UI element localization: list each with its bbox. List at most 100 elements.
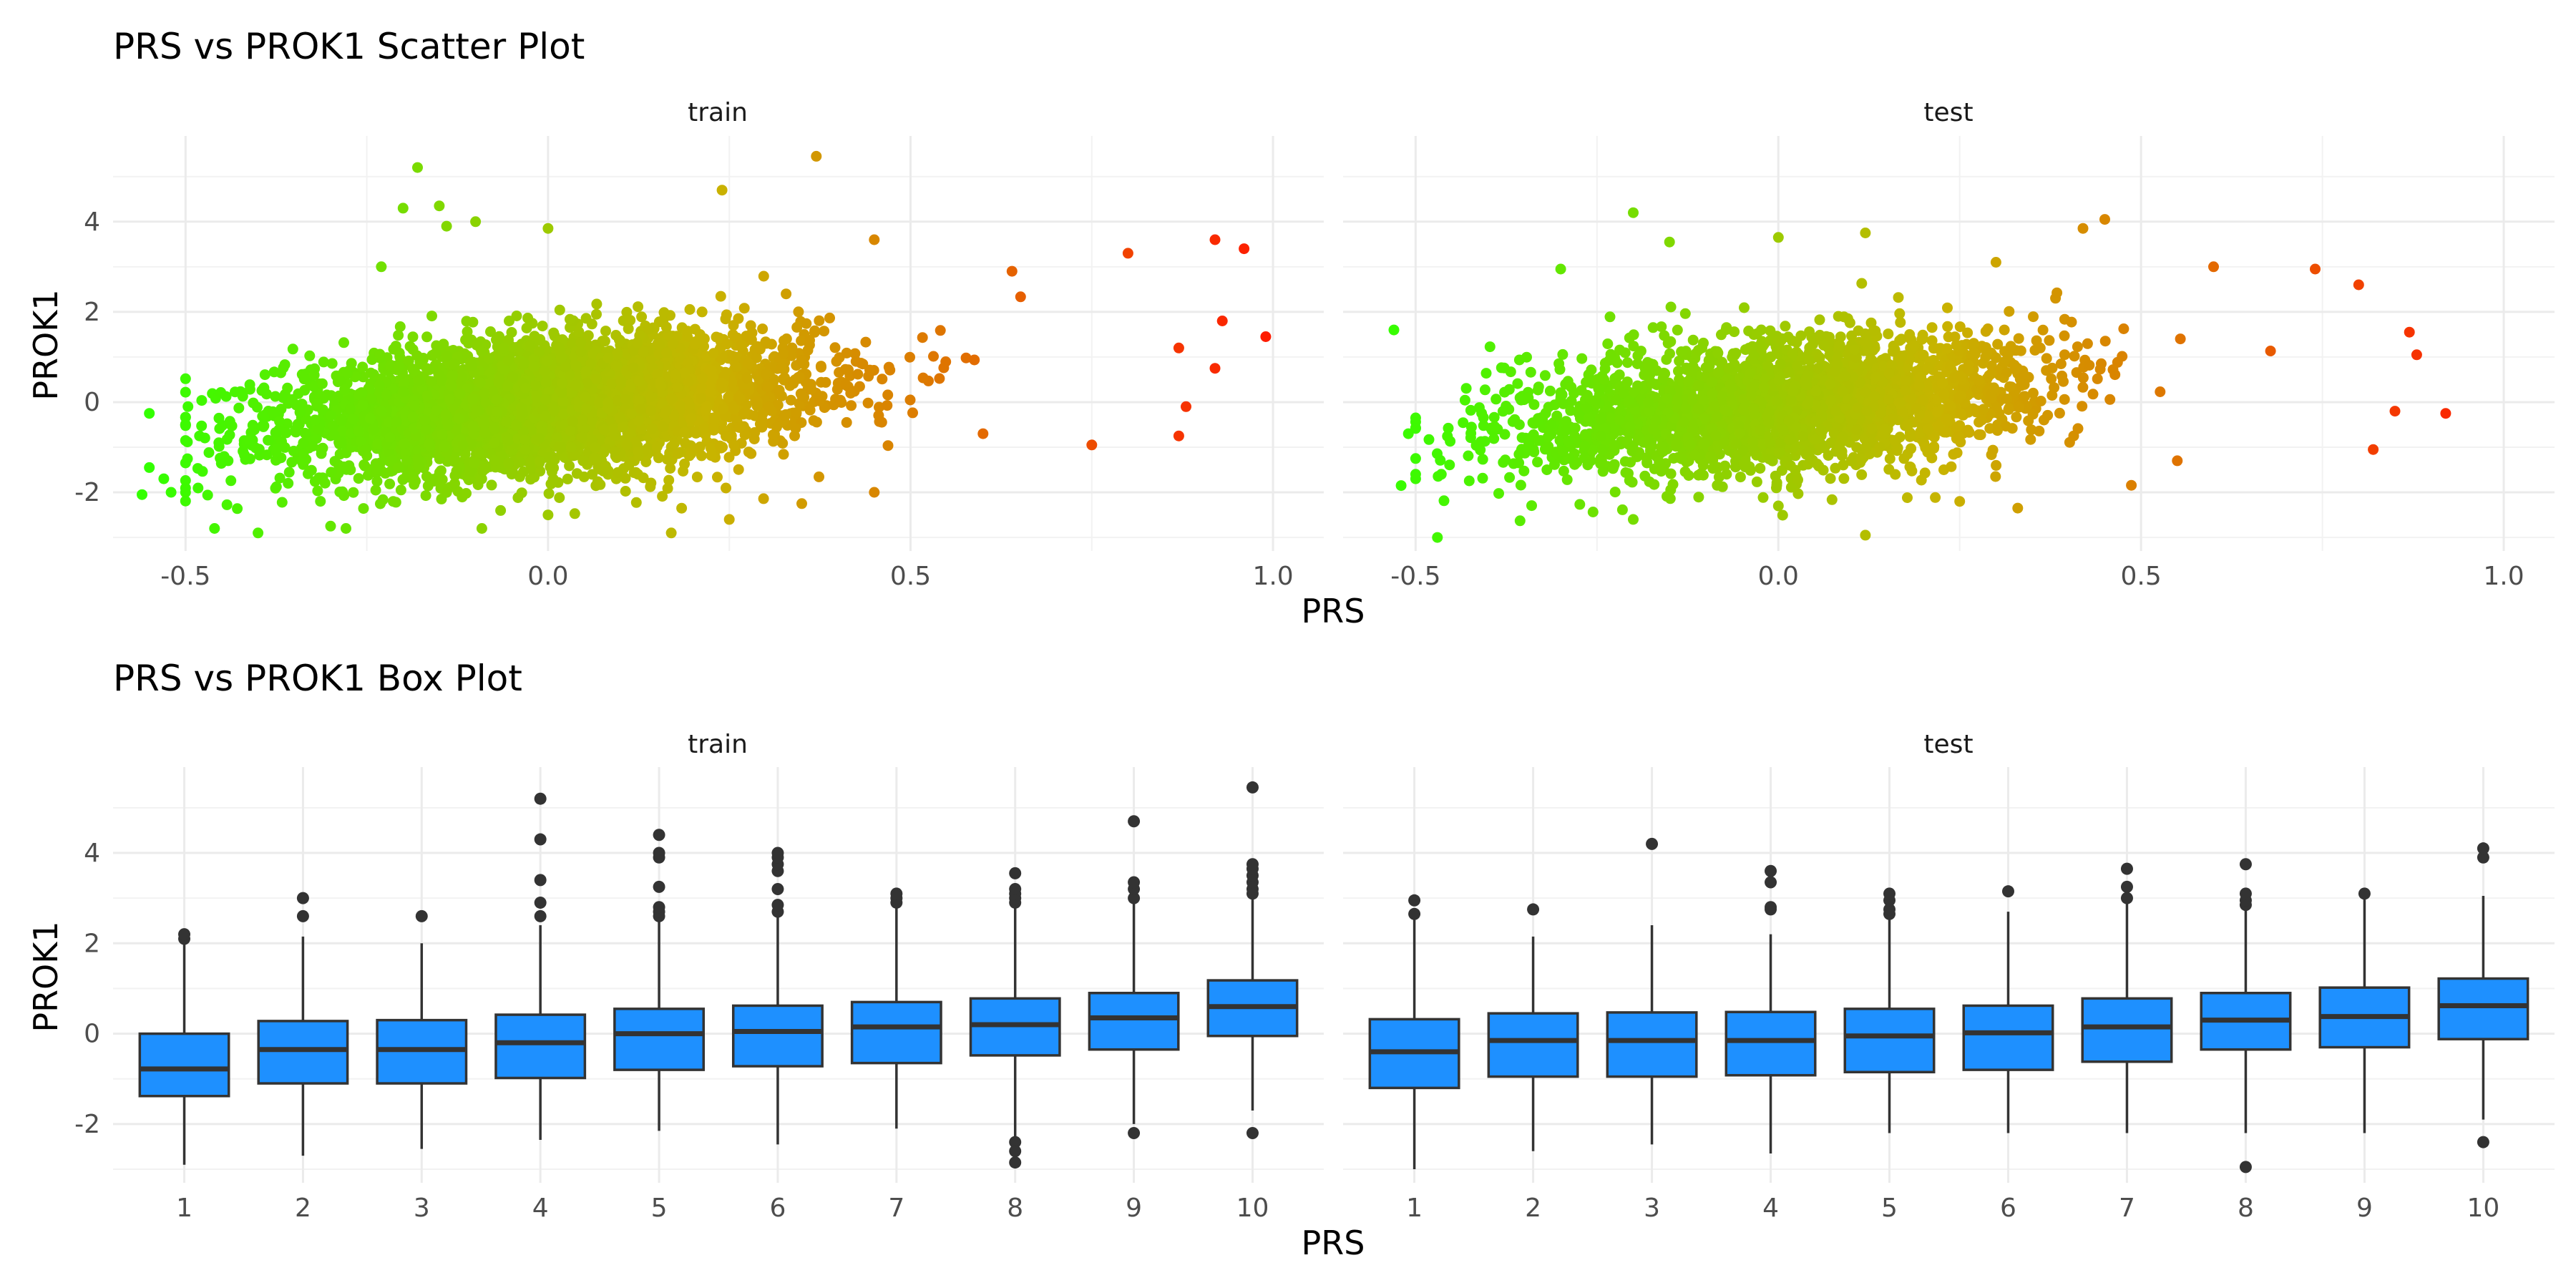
scatter-point <box>630 467 641 478</box>
scatter-point <box>620 394 631 405</box>
scatter-point <box>683 376 694 387</box>
scatter-point <box>336 436 347 448</box>
scatter-point <box>479 426 491 438</box>
scatter-point <box>489 437 500 449</box>
scatter-point <box>600 460 611 472</box>
scatter-point <box>1209 234 1221 245</box>
scatter-point <box>457 439 469 451</box>
scatter-point <box>789 374 801 386</box>
scatter-point <box>489 424 500 435</box>
scatter-point <box>545 461 556 472</box>
scatter-point <box>599 336 610 347</box>
scatter-point <box>695 393 706 404</box>
scatter-point <box>422 480 434 492</box>
scatter-point <box>620 472 631 484</box>
scatter-point <box>609 446 620 457</box>
scatter-point <box>590 373 602 384</box>
scatter-point <box>377 494 389 505</box>
scatter-point <box>381 389 392 400</box>
scatter-point <box>180 419 191 430</box>
scatter-point <box>578 471 590 482</box>
scatter-point <box>665 463 676 474</box>
scatter-point <box>776 363 787 374</box>
scatter-point <box>606 378 618 389</box>
scatter-point <box>384 478 396 489</box>
scatter-point <box>547 474 559 485</box>
scatter-point <box>707 374 718 384</box>
scatter-point <box>520 382 532 394</box>
scatter-point <box>733 464 744 475</box>
scatter-point <box>376 261 387 273</box>
scatter-point <box>2118 323 2129 334</box>
scatter-point <box>643 323 655 335</box>
scatter-point <box>1604 311 1616 323</box>
scatter-point <box>723 514 735 525</box>
scatter-point <box>237 391 248 402</box>
scatter-point <box>491 394 502 405</box>
scatter-point <box>503 458 514 469</box>
scatter-point <box>461 488 472 499</box>
scatter-point <box>253 444 265 455</box>
scatter-point <box>691 472 703 483</box>
scatter-point <box>474 377 486 389</box>
scatter-point <box>366 394 377 405</box>
scatter-point <box>182 401 194 412</box>
scatter-point <box>977 428 989 439</box>
scatter-point <box>1438 495 1450 507</box>
scatter-point <box>364 413 376 424</box>
scatter-point <box>651 441 663 452</box>
scatter-point <box>557 378 568 389</box>
scatter-point <box>407 411 419 423</box>
scatter-point <box>308 381 320 392</box>
scatter-point <box>580 366 592 377</box>
scatter-point <box>726 376 738 388</box>
scatter-point <box>660 405 672 416</box>
scatter-point <box>778 348 789 359</box>
scatter-point <box>1739 302 1750 313</box>
scatter-point <box>796 390 808 401</box>
scatter-point <box>447 370 458 381</box>
scatter-point <box>672 381 683 393</box>
scatter-point <box>1239 243 1250 255</box>
scatter-strip-test: test <box>1923 98 1973 127</box>
scatter-point <box>633 395 645 406</box>
scatter-point <box>658 307 670 318</box>
scatter-point <box>209 523 220 534</box>
scatter-point <box>653 452 664 464</box>
scatter-point <box>698 333 710 344</box>
scatter-point <box>577 455 589 467</box>
scatter-point <box>2072 341 2083 353</box>
scatter-point <box>215 458 227 469</box>
scatter-point <box>678 466 689 477</box>
scatter-point <box>309 414 321 426</box>
scatter-point <box>180 482 191 494</box>
scatter-panel-train <box>113 136 1324 551</box>
scatter-point <box>283 467 295 478</box>
scatter-point <box>542 509 554 521</box>
scatter-point <box>421 363 432 374</box>
scatter-point <box>791 407 802 419</box>
scatter-point <box>441 220 452 232</box>
scatter-point <box>412 162 423 173</box>
scatter-point <box>431 405 442 416</box>
scatter-point <box>960 352 972 364</box>
scatter-point <box>696 383 708 394</box>
scatter-point <box>1493 488 1504 499</box>
scatter-point <box>581 403 592 414</box>
scatter-point <box>689 338 701 350</box>
scatter-point <box>483 378 494 389</box>
scatter-point <box>202 489 213 501</box>
scatter-point <box>421 471 432 482</box>
scatter-point <box>617 421 628 433</box>
scatter-point <box>575 346 587 358</box>
scatter-point <box>267 406 278 417</box>
scatter-point <box>814 471 824 482</box>
scatter-point <box>1209 363 1221 374</box>
scatter-point <box>589 452 600 464</box>
scatter-point <box>562 473 573 484</box>
scatter-point <box>395 484 406 496</box>
scatter-point <box>626 408 638 419</box>
scatter-point <box>580 391 591 403</box>
scatter-point <box>703 364 715 376</box>
scatter-point <box>1525 366 1536 378</box>
